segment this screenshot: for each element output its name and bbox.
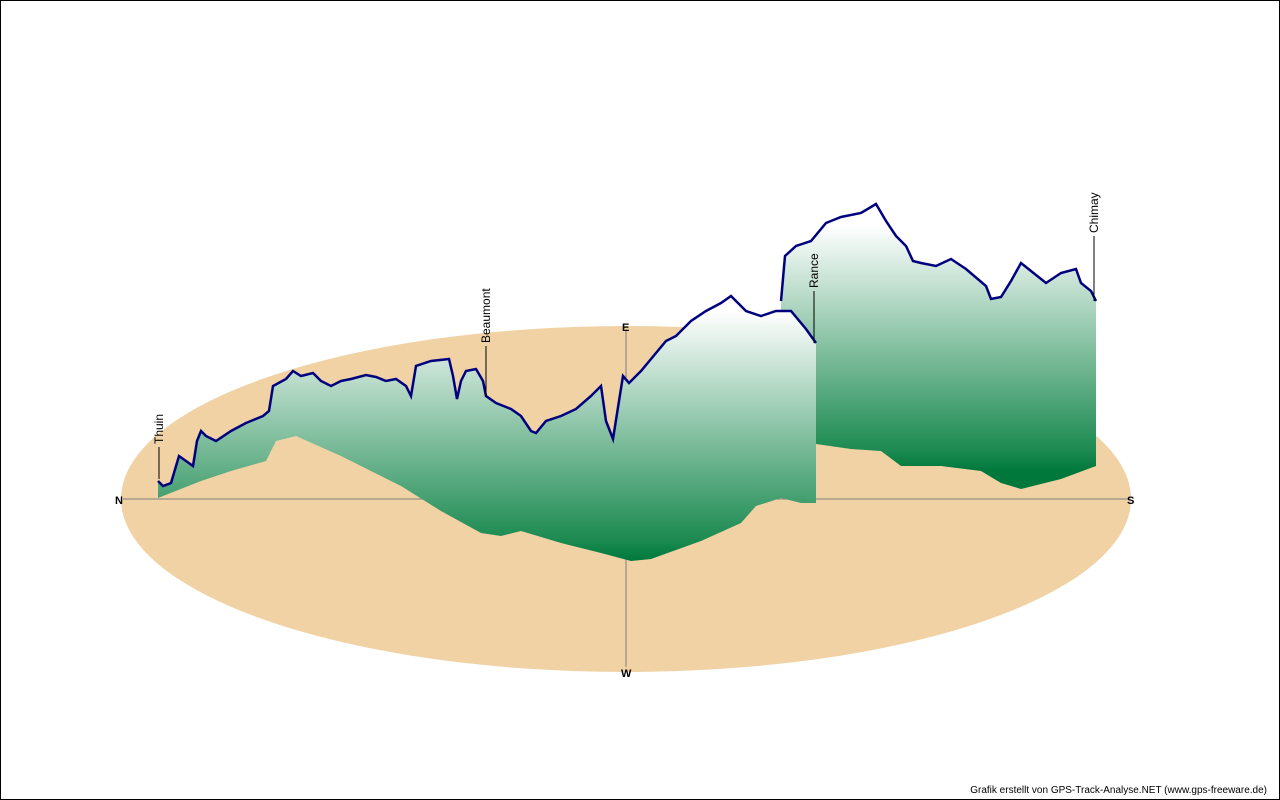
profile-near-section [158, 296, 816, 561]
waypoint-label: Rance [807, 253, 821, 288]
compass-north: N [115, 495, 123, 507]
profile-far-section [781, 204, 1096, 489]
footer-credit: Grafik erstellt von GPS-Track-Analyse.NE… [970, 785, 1267, 796]
compass-west: W [621, 668, 632, 680]
profile-far-section-track-line [779, 202, 1098, 302]
waypoint-label: Chimay [1087, 192, 1101, 233]
compass-south: S [1127, 495, 1134, 507]
compass-east: E [622, 322, 629, 334]
waypoint-label: Thuin [152, 414, 166, 444]
profile-near-section-track-line [157, 294, 818, 488]
waypoint-label: Beaumont [479, 288, 493, 343]
